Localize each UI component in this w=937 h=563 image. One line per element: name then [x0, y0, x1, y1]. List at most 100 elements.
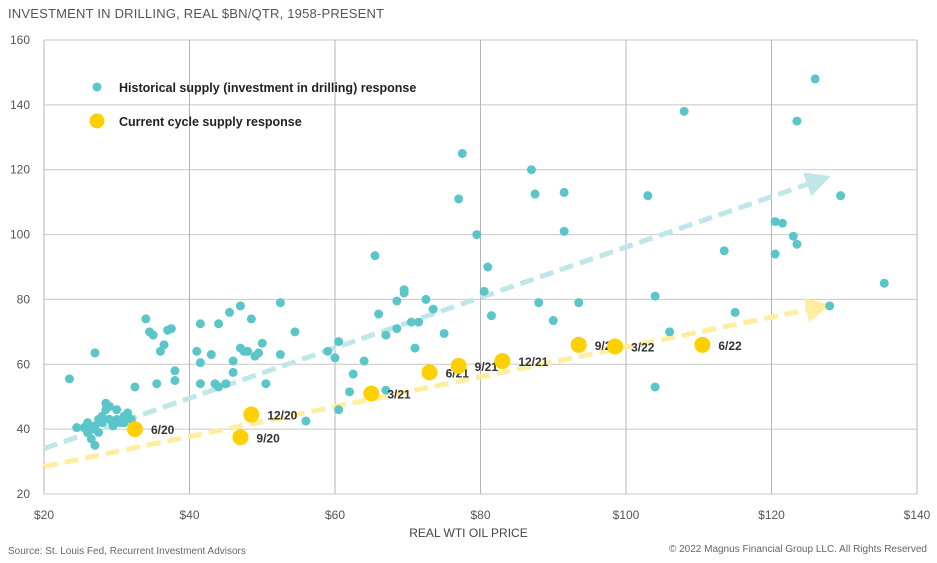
historical-point — [152, 379, 162, 389]
historical-point — [254, 348, 264, 358]
current-point — [494, 353, 511, 370]
current-point — [126, 421, 143, 438]
current-point — [607, 338, 624, 355]
legend-label-historical: Historical supply (investment in drillin… — [119, 81, 416, 95]
historical-point — [119, 418, 129, 428]
historical-point — [392, 296, 402, 306]
current-point-label: 6/20 — [151, 423, 175, 437]
historical-point — [225, 307, 235, 317]
current-point-label: 12/21 — [518, 355, 548, 369]
historical-point — [483, 262, 493, 272]
historical-point — [195, 379, 205, 389]
current-point-label: 12/20 — [267, 409, 297, 423]
axis-ticks: 20 40 60 80 100 120 140 160 $20 $40 $60 $80 $100 $120… — [10, 33, 931, 522]
historical-point — [334, 405, 344, 415]
historical-point — [243, 346, 253, 356]
x-tick-label: $80 — [470, 508, 490, 522]
y-tick-label: 120 — [10, 163, 30, 177]
historical-point — [410, 343, 420, 353]
historical-point — [530, 189, 540, 199]
historical-point — [130, 382, 140, 392]
historical-point — [112, 405, 122, 415]
historical-point — [392, 324, 402, 334]
historical-point — [559, 187, 569, 197]
historical-point — [159, 340, 169, 350]
historical-point — [148, 330, 158, 340]
y-tick-label: 160 — [10, 33, 30, 47]
historical-point — [574, 298, 584, 308]
historical-point — [650, 382, 660, 392]
historical-point — [323, 346, 333, 356]
x-tick-label: $140 — [904, 508, 931, 522]
historical-point — [228, 356, 238, 366]
x-axis-title: REAL WTI OIL PRICE — [409, 526, 528, 540]
historical-point — [359, 356, 369, 366]
historical-point — [345, 387, 355, 397]
historical-point — [479, 286, 489, 296]
historical-point — [330, 353, 340, 363]
historical-point — [719, 246, 729, 256]
historical-point — [90, 440, 100, 450]
x-tick-label: $20 — [34, 508, 54, 522]
historical-point — [770, 249, 780, 259]
trend-arrows — [43, 172, 831, 469]
historical-point — [399, 285, 409, 295]
historical-point — [64, 374, 74, 384]
legend-marker-current — [89, 113, 105, 129]
historical-point — [228, 367, 238, 377]
historical-point — [454, 194, 464, 204]
historical-point — [381, 385, 391, 395]
historical-point — [192, 346, 202, 356]
historical-point — [421, 294, 431, 304]
x-tick-label: $120 — [758, 508, 785, 522]
historical-point — [94, 427, 104, 437]
historical-point — [679, 106, 689, 116]
historical-trend-arrow — [43, 172, 831, 451]
historical-point — [534, 298, 544, 308]
historical-point — [665, 327, 675, 337]
y-tick-label: 100 — [10, 228, 30, 242]
historical-point — [290, 327, 300, 337]
current-point-label: 3/22 — [631, 340, 655, 354]
current-point-label: 3/21 — [387, 387, 411, 401]
historical-point — [275, 350, 285, 360]
current-point — [694, 336, 711, 353]
historical-point — [257, 338, 267, 348]
historical-point — [170, 376, 180, 385]
historical-point — [72, 423, 82, 433]
historical-point — [457, 149, 467, 158]
historical-point — [770, 217, 780, 227]
historical-point — [235, 301, 245, 311]
historical-point — [548, 316, 558, 326]
historical-point — [348, 369, 358, 379]
y-tick-label: 20 — [17, 487, 31, 501]
historical-point — [439, 328, 449, 338]
x-tick-label: $100 — [613, 508, 640, 522]
legend: Historical supply (investment in drillin… — [89, 81, 416, 129]
historical-point — [370, 251, 380, 261]
source-note: Source: St. Louis Fed, Recurrent Investm… — [8, 546, 246, 557]
historical-point — [406, 317, 416, 327]
historical-point — [836, 191, 846, 201]
historical-point — [90, 348, 100, 358]
historical-point — [141, 314, 151, 324]
legend-marker-historical — [92, 82, 102, 92]
current-point-label: 9/20 — [256, 431, 280, 445]
chart-title: INVESTMENT IN DRILLING, REAL $BN/QTR, 19… — [8, 6, 385, 21]
current-point — [243, 406, 260, 423]
x-tick-label: $60 — [325, 508, 345, 522]
y-tick-label: 140 — [10, 98, 30, 112]
historical-point — [879, 278, 889, 288]
historical-point — [261, 379, 271, 389]
legend-label-current: Current cycle supply response — [119, 115, 302, 129]
y-tick-label: 80 — [17, 292, 31, 306]
historical-point — [97, 418, 107, 428]
historical-point — [246, 314, 256, 324]
y-tick-label: 60 — [17, 357, 31, 371]
grid-lines — [43, 39, 918, 495]
historical-point — [810, 74, 820, 84]
historical-point — [825, 301, 835, 311]
current-point-label: 9/21 — [475, 360, 499, 374]
historical-point — [170, 366, 180, 376]
